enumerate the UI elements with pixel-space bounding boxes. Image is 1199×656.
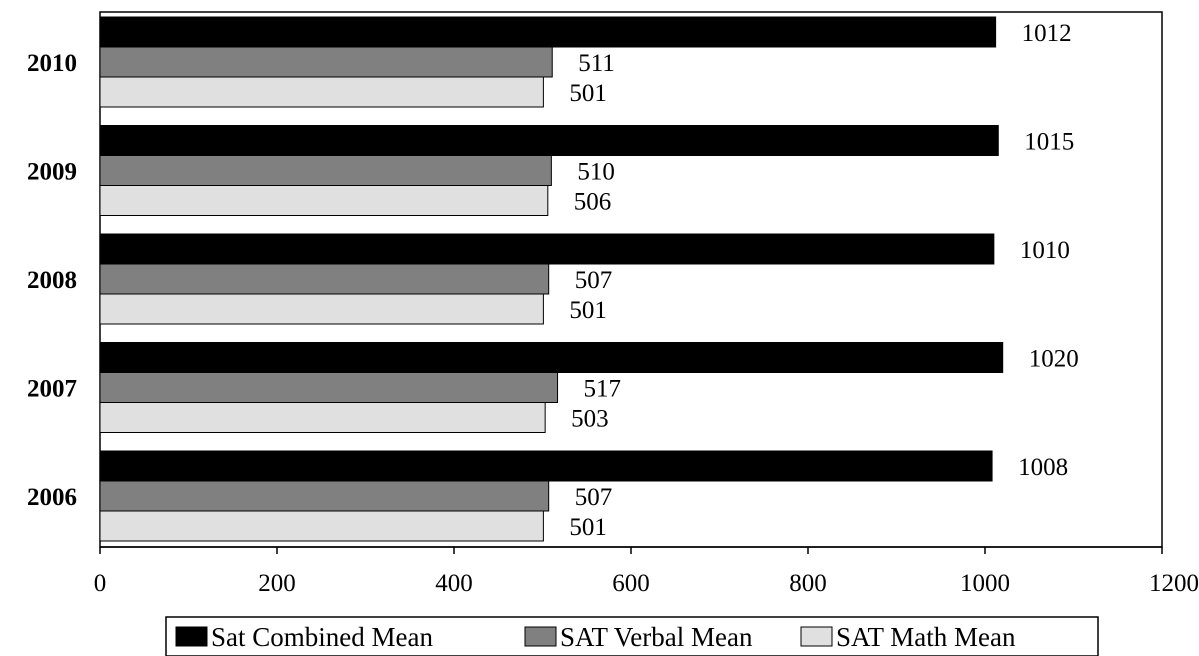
bar-2008-sat-verbal-mean bbox=[99, 263, 550, 295]
bar-2006-sat-verbal-mean bbox=[99, 480, 550, 512]
legend-label-sat-math-mean: SAT Math Mean bbox=[836, 622, 1016, 652]
bar-2006-sat-combined-mean bbox=[99, 450, 993, 482]
category-labels-group: 2010 2009 2008 2007 2006 bbox=[27, 50, 77, 511]
data-label-2010-sat-verbal-mean: 511 bbox=[578, 50, 615, 77]
bar-2008-sat-combined-mean bbox=[99, 233, 995, 265]
data-label-2009-sat-math-mean: 506 bbox=[574, 189, 612, 216]
data-label-2008-sat-combined-mean: 1010 bbox=[1020, 237, 1070, 264]
data-label-2006-sat-math-mean: 501 bbox=[569, 514, 607, 541]
bar-2009-sat-math-mean bbox=[99, 185, 549, 216]
x-tick-label-1200: 1200 bbox=[1149, 570, 1199, 597]
legend-swatch-sat-math-mean bbox=[800, 626, 833, 647]
bar-2007-sat-math-mean bbox=[99, 402, 546, 433]
bar-2006-sat-math-mean bbox=[99, 510, 544, 542]
x-tick-label-600: 600 bbox=[612, 570, 650, 597]
data-label-2008-sat-math-mean: 501 bbox=[569, 297, 607, 324]
legend-swatch-sat-verbal-mean bbox=[524, 626, 557, 647]
bar-2007-sat-combined-mean bbox=[99, 342, 1004, 373]
bar-2010-sat-verbal-mean bbox=[99, 46, 553, 78]
legend-label-sat-combined-mean: Sat Combined Mean bbox=[211, 622, 433, 652]
legend-frame bbox=[165, 616, 1099, 656]
data-label-2008-sat-verbal-mean: 507 bbox=[575, 267, 613, 294]
category-label-2009: 2009 bbox=[27, 159, 77, 186]
data-label-2007-sat-math-mean: 503 bbox=[571, 406, 609, 433]
data-label-2006-sat-combined-mean: 1008 bbox=[1018, 454, 1068, 481]
data-label-2010-sat-combined-mean: 1012 bbox=[1022, 20, 1072, 47]
category-label-2006: 2006 bbox=[27, 484, 77, 511]
legend-swatch-sat-combined-mean bbox=[175, 626, 208, 647]
x-tick-label-800: 800 bbox=[789, 570, 827, 597]
data-labels-group: 1012 511 501 1015 510 506 1010 507 501 1020 517 503… bbox=[569, 20, 1078, 541]
bar-2010-sat-math-mean bbox=[99, 76, 544, 108]
legend-label-sat-verbal-mean: SAT Verbal Mean bbox=[560, 622, 753, 652]
x-tick-label-400: 400 bbox=[435, 570, 473, 597]
legend: Sat Combined Mean SAT Verbal Mean SAT Math… bbox=[165, 616, 1099, 656]
data-label-2009-sat-combined-mean: 1015 bbox=[1024, 129, 1074, 156]
data-label-2010-sat-math-mean: 501 bbox=[569, 80, 607, 107]
x-tick-label-200: 200 bbox=[258, 570, 296, 597]
data-label-2007-sat-combined-mean: 1020 bbox=[1029, 346, 1079, 373]
category-label-2008: 2008 bbox=[27, 267, 77, 294]
x-axis-ticks-group: 0 200 400 600 800 1000 1200 bbox=[94, 547, 1199, 597]
bar-2010-sat-combined-mean bbox=[99, 16, 997, 48]
x-tick-label-1000: 1000 bbox=[960, 570, 1010, 597]
category-label-2010: 2010 bbox=[27, 50, 77, 77]
data-label-2007-sat-verbal-mean: 517 bbox=[584, 376, 622, 403]
bars-group bbox=[99, 16, 1004, 542]
x-tick-label-0: 0 bbox=[94, 570, 107, 597]
bar-2009-sat-combined-mean bbox=[99, 125, 999, 156]
data-label-2006-sat-verbal-mean: 507 bbox=[575, 484, 613, 511]
bar-2009-sat-verbal-mean bbox=[99, 155, 552, 186]
bar-2007-sat-verbal-mean bbox=[99, 372, 559, 403]
bar-2008-sat-math-mean bbox=[99, 293, 544, 325]
data-label-2009-sat-verbal-mean: 510 bbox=[577, 159, 615, 186]
category-label-2007: 2007 bbox=[27, 376, 77, 403]
